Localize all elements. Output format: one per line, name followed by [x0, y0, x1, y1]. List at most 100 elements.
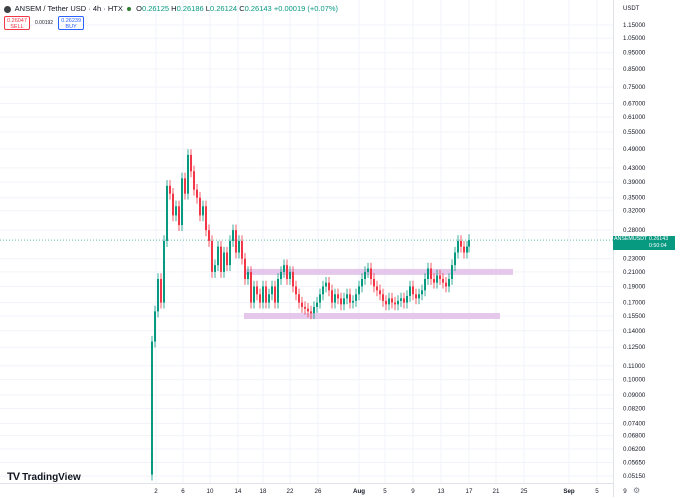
time-tick-label: 13 — [438, 488, 445, 495]
candle-body — [337, 294, 339, 299]
settings-icon[interactable]: ⚙ — [633, 486, 641, 495]
candle-body — [235, 230, 237, 253]
candle-body — [355, 294, 357, 301]
price-tick-label: 1.15000 — [623, 22, 646, 29]
price-tick-label: 0.23000 — [623, 256, 646, 263]
tradingview-logo[interactable]: TV TradingView — [7, 471, 81, 483]
candle-body — [331, 290, 333, 303]
candle-body — [223, 252, 225, 272]
candle-body — [244, 258, 246, 279]
candle-body — [265, 286, 267, 303]
change-value: +0.00019 (+0.07%) — [273, 4, 339, 13]
time-axis[interactable] — [0, 483, 613, 498]
candle-body — [415, 294, 417, 299]
price-tick-label: 0.55000 — [623, 129, 646, 136]
price-tick-label: 0.67000 — [623, 100, 646, 107]
price-tick-label: 0.12500 — [623, 344, 646, 351]
candle-body — [184, 178, 186, 194]
open-value: 0.26125 — [141, 4, 170, 13]
candle-body — [319, 294, 321, 303]
price-tick-label: 1.05000 — [623, 35, 646, 42]
time-tick-label: Sep — [563, 488, 575, 495]
time-tick-label: 5 — [595, 488, 599, 495]
candle-body — [220, 246, 222, 272]
price-tick-label: 0.75000 — [623, 84, 646, 91]
price-tick-label: 0.15500 — [623, 313, 646, 320]
candle-body — [436, 275, 438, 283]
candle-body — [256, 286, 258, 295]
price-tick-label: 0.95000 — [623, 50, 646, 57]
symbol-header: ANSEM / Tether USD · 4h · HTX O0.26125 H… — [4, 4, 338, 13]
candle-body — [295, 286, 297, 295]
price-tick-label: 0.08200 — [623, 405, 646, 412]
candle-body — [379, 290, 381, 295]
price-tick-label: 0.17000 — [623, 300, 646, 307]
candle-body — [280, 271, 282, 279]
candle-body — [157, 278, 159, 312]
last-price-label: ANSEMUSDT 0.26143 0:50:04 — [613, 236, 675, 250]
time-tick-label: 9 — [411, 488, 415, 495]
candle-body — [334, 294, 336, 303]
candle-body — [271, 286, 273, 295]
candle-body — [445, 282, 447, 287]
time-tick-label: 25 — [521, 488, 528, 495]
candle-body — [361, 278, 363, 287]
time-tick-label: 17 — [466, 488, 473, 495]
candle-body — [328, 282, 330, 291]
price-tick-label: 0.05650 — [623, 460, 646, 467]
price-tick-label: 0.43000 — [623, 165, 646, 172]
high-value: 0.26186 — [176, 4, 204, 13]
candle-body — [172, 193, 174, 216]
sell-button[interactable]: 0.26047 SELL — [4, 16, 30, 30]
candle-body — [403, 298, 405, 303]
candle-body — [468, 240, 470, 247]
chart-title[interactable]: ANSEM / Tether USD · 4h · HTX — [14, 4, 123, 13]
candle-body — [352, 300, 354, 303]
time-tick-label: Aug — [353, 488, 365, 495]
candle-body — [460, 240, 462, 247]
candle-body — [412, 286, 414, 295]
price-tick-label: 0.21000 — [623, 269, 646, 276]
candle-body — [310, 311, 312, 314]
candle-body — [322, 286, 324, 295]
candle-body — [442, 278, 444, 283]
price-tick-label: 0.28000 — [623, 227, 646, 234]
currency-label[interactable]: USDT — [623, 6, 640, 12]
candle-body — [217, 246, 219, 266]
time-tick-label: 2 — [154, 488, 158, 495]
buy-price: 0.26239 — [61, 17, 82, 24]
candle-body — [211, 240, 213, 272]
time-tick-label: 10 — [207, 488, 214, 495]
candle-body — [277, 278, 279, 303]
candle-body — [199, 197, 201, 216]
candle-body — [346, 294, 348, 299]
candle-body — [301, 302, 303, 307]
candle-body — [463, 246, 465, 253]
candle-body — [289, 271, 291, 279]
candle-body — [430, 268, 432, 279]
candle-body — [259, 294, 261, 303]
time-tick-label: 22 — [287, 488, 294, 495]
buy-button[interactable]: 0.26239 BUY — [58, 16, 85, 30]
candle-body — [400, 298, 402, 301]
candle-body — [160, 278, 162, 303]
price-tick-label: 0.14000 — [623, 328, 646, 335]
candle-body — [439, 275, 441, 279]
price-tick-label: 0.10000 — [623, 377, 646, 384]
candle-body — [190, 154, 192, 172]
price-tick-label: 0.85000 — [623, 66, 646, 73]
price-tick-label: 0.06800 — [623, 433, 646, 440]
candle-body — [358, 286, 360, 295]
candle-body — [388, 298, 390, 305]
support-zone — [244, 268, 513, 275]
candle-body — [250, 271, 252, 303]
market-status-icon — [127, 7, 131, 12]
candle-body — [466, 246, 468, 253]
bar-countdown: 0:50:04 — [649, 243, 667, 249]
candle-body — [349, 294, 351, 303]
candle-body — [202, 206, 204, 216]
candle-body — [274, 286, 276, 303]
trade-buttons: 0.26047 SELL 0.00192 0.26239 BUY — [4, 16, 85, 30]
